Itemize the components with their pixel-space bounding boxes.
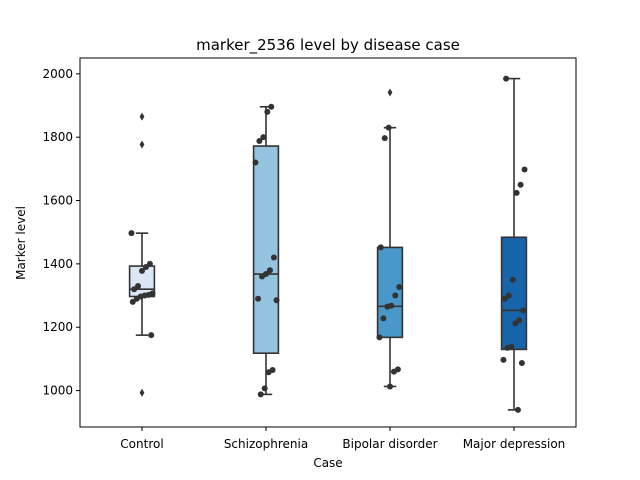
outlier-marker (387, 88, 393, 97)
data-point (384, 303, 391, 310)
strip-points (252, 103, 280, 398)
plot-frame (79, 57, 577, 428)
data-point (256, 137, 263, 144)
x-axis: Control Schizophrenia Bipolar disorder Majo… (120, 427, 565, 451)
data-point (385, 124, 392, 131)
data-point (381, 135, 388, 142)
box-group (500, 77, 528, 411)
data-point (131, 286, 138, 293)
data-point (261, 385, 268, 392)
outlier-marker (139, 140, 145, 149)
data-point (520, 307, 527, 314)
data-point (514, 406, 521, 413)
x-tick-label: Schizophrenia (224, 437, 308, 451)
data-point (257, 391, 264, 398)
outlier-marker (139, 388, 145, 397)
strip-points (376, 124, 403, 390)
y-tick-label: 1600 (42, 194, 73, 208)
x-tick-label: Bipolar disorder (342, 437, 437, 451)
strip-points (500, 75, 528, 413)
data-point (521, 166, 528, 173)
data-point (139, 267, 145, 274)
data-point (142, 264, 149, 271)
box-group (128, 112, 156, 397)
data-point (377, 244, 384, 251)
data-point (387, 383, 393, 390)
box-iqr (252, 145, 280, 354)
box-iqr (376, 246, 404, 339)
data-point (501, 295, 508, 302)
strip-points (128, 230, 156, 339)
data-point (268, 103, 275, 110)
x-tick-label: Major depression (463, 437, 566, 451)
y-axis-label: Marker level (14, 206, 28, 280)
y-tick-label: 1200 (42, 320, 73, 334)
data-point (148, 332, 155, 339)
data-point (270, 254, 277, 261)
box-group (376, 88, 404, 388)
y-tick-label: 1400 (42, 257, 73, 271)
x-axis-label: Case (313, 456, 342, 470)
data-point (396, 284, 403, 291)
box-group (252, 105, 280, 396)
data-point (503, 75, 510, 82)
y-tick-label: 1000 (42, 384, 73, 398)
data-point (380, 315, 387, 322)
y-tick-label: 2000 (42, 67, 73, 81)
data-point (129, 298, 136, 305)
data-point (128, 230, 135, 237)
data-point (512, 320, 519, 327)
data-point (390, 368, 397, 375)
data-point (266, 267, 273, 274)
data-point (392, 292, 399, 299)
data-point (273, 297, 280, 304)
data-point (513, 189, 520, 196)
data-point (509, 276, 516, 283)
y-axis: 1000 1200 1400 1600 1800 2000 (42, 67, 80, 398)
data-point (265, 369, 272, 376)
data-point (500, 356, 507, 363)
x-tick-label: Control (120, 437, 163, 451)
data-point (252, 159, 259, 166)
data-point (504, 344, 511, 351)
box-iqr (500, 236, 528, 351)
data-point (260, 134, 267, 141)
data-point (255, 295, 262, 302)
data-point (376, 334, 383, 341)
outlier-marker (139, 112, 145, 121)
chart-title: marker_2536 level by disease case (196, 36, 460, 55)
data-point (518, 360, 525, 367)
plot-area (128, 75, 528, 413)
y-tick-label: 1800 (42, 130, 73, 144)
data-point (259, 273, 266, 280)
data-point (264, 108, 271, 115)
data-point (517, 181, 524, 188)
